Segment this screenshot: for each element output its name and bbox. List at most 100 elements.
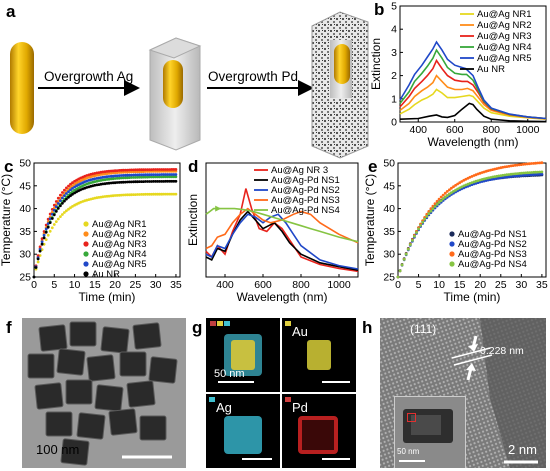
data-point bbox=[468, 182, 472, 185]
data-point bbox=[123, 193, 127, 197]
data-point bbox=[166, 175, 170, 179]
data-point bbox=[32, 275, 36, 279]
plot-frame bbox=[205, 162, 359, 278]
data-point bbox=[136, 180, 139, 184]
y-tick-label: 4 bbox=[391, 24, 397, 36]
panel-label-e: e bbox=[368, 157, 377, 176]
data-point bbox=[129, 170, 133, 174]
data-point bbox=[63, 211, 66, 214]
data-point bbox=[146, 175, 150, 179]
data-point bbox=[536, 172, 540, 176]
data-point bbox=[136, 175, 139, 179]
data-point bbox=[129, 180, 133, 184]
data-point bbox=[121, 180, 125, 184]
data-point bbox=[34, 266, 38, 269]
data-point bbox=[117, 174, 121, 177]
data-point bbox=[515, 174, 519, 178]
data-point bbox=[505, 175, 509, 179]
data-point bbox=[497, 174, 501, 178]
eds-ag: Ag bbox=[206, 394, 280, 468]
data-point bbox=[101, 175, 105, 179]
legend-marker bbox=[449, 231, 455, 237]
panel-label-g: g bbox=[192, 318, 203, 337]
panel-label-f: f bbox=[6, 318, 12, 337]
data-point bbox=[474, 179, 478, 183]
data-point bbox=[536, 170, 540, 174]
data-point bbox=[526, 173, 529, 177]
data-point bbox=[125, 170, 129, 174]
data-point bbox=[487, 176, 490, 180]
hrtem-inset: 50 nm bbox=[394, 396, 466, 468]
data-point bbox=[172, 168, 176, 171]
data-point bbox=[138, 168, 141, 172]
data-point bbox=[448, 192, 451, 196]
data-point bbox=[166, 192, 170, 196]
data-point bbox=[117, 171, 121, 174]
data-point bbox=[411, 239, 414, 242]
data-point bbox=[127, 168, 131, 172]
legend-label: Au@Ag NR5 bbox=[92, 259, 147, 270]
data-point bbox=[61, 213, 64, 216]
y-tick-label: 35 bbox=[19, 226, 31, 238]
data-point bbox=[398, 269, 402, 273]
data-point bbox=[134, 193, 137, 196]
data-point bbox=[170, 179, 174, 183]
data-point bbox=[50, 226, 54, 230]
x-tick-label: 1000 bbox=[327, 279, 351, 291]
data-point bbox=[93, 183, 97, 187]
data-point bbox=[85, 179, 89, 183]
x-tick-label: 5 bbox=[51, 279, 57, 291]
nanostructure-cluster bbox=[27, 321, 178, 466]
data-point bbox=[121, 176, 125, 180]
data-point bbox=[156, 175, 160, 179]
data-point bbox=[144, 180, 147, 183]
nanocube bbox=[119, 351, 147, 377]
nanocube bbox=[132, 322, 162, 350]
data-point bbox=[160, 192, 164, 196]
x-axis-label: Time (min) bbox=[444, 290, 501, 304]
plot-frame bbox=[33, 162, 181, 278]
data-point bbox=[431, 204, 435, 208]
series-line bbox=[205, 210, 359, 271]
data-point bbox=[129, 193, 133, 197]
y-tick-label: 50 bbox=[19, 158, 31, 170]
data-point bbox=[40, 240, 44, 244]
data-point bbox=[140, 180, 143, 183]
data-point bbox=[148, 175, 152, 179]
data-point bbox=[65, 192, 68, 195]
data-point bbox=[489, 176, 492, 179]
data-point bbox=[71, 181, 74, 185]
data-point bbox=[121, 168, 125, 172]
y-tick-label: 50 bbox=[383, 158, 395, 170]
data-point bbox=[439, 199, 443, 202]
nanocube bbox=[56, 348, 86, 376]
data-point bbox=[522, 171, 525, 175]
data-point bbox=[439, 195, 443, 199]
data-point bbox=[415, 231, 418, 234]
panel-a-schematic: a Overgrowth Ag Overgrowth Pd bbox=[6, 2, 369, 159]
data-point bbox=[101, 178, 105, 182]
data-point bbox=[154, 192, 158, 196]
data-point bbox=[115, 171, 119, 174]
legend-marker bbox=[83, 241, 89, 247]
data-point bbox=[164, 192, 168, 196]
legend-marker bbox=[83, 221, 89, 227]
data-point bbox=[119, 171, 123, 174]
data-point bbox=[443, 191, 447, 195]
data-point bbox=[540, 172, 544, 176]
x-tick-label: 30 bbox=[150, 279, 162, 291]
data-point bbox=[65, 186, 68, 190]
series-line bbox=[205, 213, 359, 270]
data-point bbox=[85, 182, 89, 186]
data-point bbox=[433, 202, 437, 205]
data-point bbox=[528, 173, 531, 177]
data-point bbox=[408, 243, 412, 247]
data-point bbox=[115, 169, 119, 172]
panel-label-d: d bbox=[188, 157, 198, 176]
data-point bbox=[497, 166, 501, 170]
data-point bbox=[162, 192, 166, 196]
data-point bbox=[129, 176, 133, 179]
data-point bbox=[445, 190, 449, 193]
legend-label: Au@Ag-Pd NS2 bbox=[271, 185, 340, 196]
data-point bbox=[127, 173, 131, 177]
